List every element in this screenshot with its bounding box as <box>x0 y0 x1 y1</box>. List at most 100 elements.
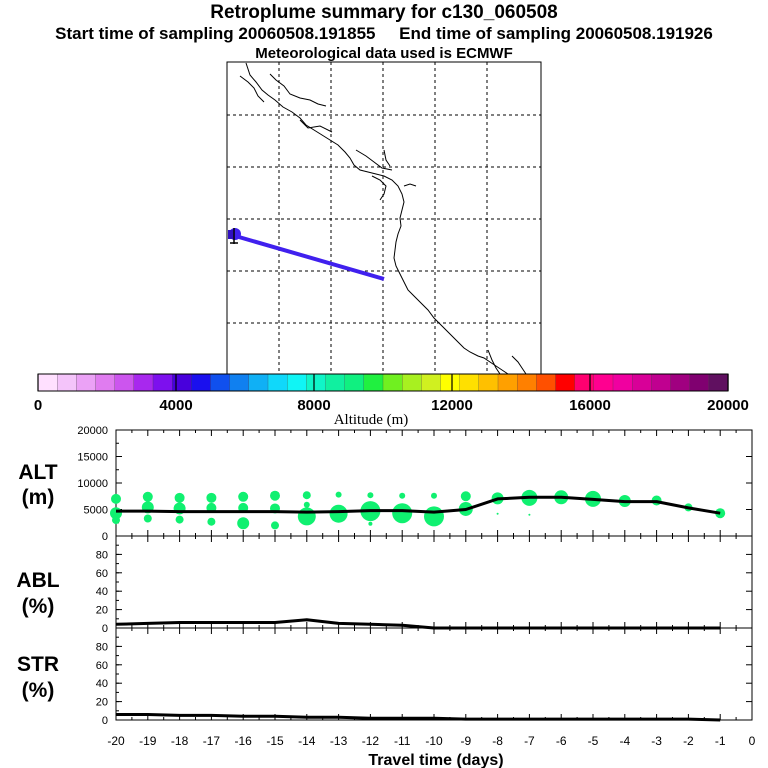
x-tick-label: -6 <box>556 734 567 748</box>
cluster-dot <box>238 491 249 502</box>
cluster-dot <box>111 493 121 504</box>
y-tick-label: 0 <box>102 531 108 543</box>
x-tick-label: -20 <box>107 734 125 748</box>
start-time-label: Start time of sampling 20060508.191855 <box>55 24 376 43</box>
colorbar-cell <box>306 373 327 392</box>
panel-label: ALT <box>18 461 57 484</box>
series-line <box>116 495 721 515</box>
colorbar: 0 4000 8000 12000 16000 20000 Altitude (m) <box>34 373 749 428</box>
y-tick-label: 0 <box>102 623 108 635</box>
colorbar-cell <box>363 373 384 392</box>
cluster-dot <box>431 492 437 499</box>
cluster-dot <box>207 517 216 526</box>
coastline <box>245 62 509 375</box>
colorbar-cell <box>593 373 614 392</box>
cluster-dot <box>237 517 250 530</box>
panel-abl: ABL (%) 0 20 40 60 80 <box>16 535 753 635</box>
colorbar-cell <box>555 373 576 392</box>
cluster-dot <box>715 508 726 519</box>
colorbar-cell <box>708 373 729 392</box>
cluster-dot <box>367 492 374 499</box>
panel-label: ABL <box>16 569 59 592</box>
colorbar-cell <box>114 373 135 392</box>
panel-unit-label: (m) <box>22 486 55 509</box>
colorbar-cell <box>37 373 58 392</box>
y-tick-label: 60 <box>96 568 108 580</box>
x-tick-label: -17 <box>203 734 221 748</box>
colorbar-cell <box>459 373 480 392</box>
colorbar-cell <box>229 373 250 392</box>
colorbar-cell <box>402 373 422 392</box>
y-tick-label: 20 <box>96 697 108 709</box>
colorbar-tick-label: 4000 <box>159 397 192 414</box>
cluster-dot <box>175 515 184 524</box>
colorbar-cell <box>248 373 269 392</box>
colorbar-cell <box>172 373 192 392</box>
cluster-dot <box>174 492 185 503</box>
cluster-dot <box>528 513 531 516</box>
colorbar-tick-label: 12000 <box>431 397 473 414</box>
colorbar-cell <box>382 373 403 392</box>
colorbar-cell <box>76 373 97 392</box>
map-frame <box>226 61 542 375</box>
cluster-dot <box>143 514 152 523</box>
y-tick-label: 40 <box>96 678 108 690</box>
colorbar-cell <box>152 373 173 392</box>
colorbar-cell <box>95 373 116 392</box>
x-tick-label: -3 <box>651 734 662 748</box>
colorbar-cells <box>37 373 729 392</box>
colorbar-cell <box>612 373 633 392</box>
x-tick-label: -4 <box>619 734 630 748</box>
coastline-south <box>487 349 527 375</box>
chart-title: Retroplume summary for c130_060508 <box>210 2 558 23</box>
cluster-dot <box>496 512 499 515</box>
x-tick-label: -15 <box>266 734 284 748</box>
x-tick-label: -19 <box>139 734 157 748</box>
colorbar-cell <box>191 373 212 392</box>
colorbar-cell <box>344 373 365 392</box>
time-series-panels: ALT(m) 0 5000 10000 15000 20000 ABL (%) 0 20 40 60 8… <box>16 425 755 768</box>
colorbar-cell <box>574 373 595 392</box>
y-tick-label: 15000 <box>77 452 108 464</box>
cluster-dot <box>329 504 348 523</box>
y-tick-label: 80 <box>96 641 108 653</box>
panel-frame <box>115 627 753 721</box>
cluster-dot <box>368 521 373 526</box>
cluster-dot <box>270 490 280 501</box>
map-track <box>228 228 385 281</box>
cluster-dot <box>460 491 471 502</box>
colorbar-cell <box>670 373 691 392</box>
map-grid <box>227 62 541 374</box>
x-tick-label: -9 <box>460 734 471 748</box>
colorbar-ticks: 0 4000 8000 12000 16000 20000 <box>34 374 749 414</box>
colorbar-tick-label: 20000 <box>707 397 749 414</box>
y-tick-label: 60 <box>96 660 108 672</box>
end-time-label: End time of sampling 20060508.191926 <box>399 24 713 43</box>
colorbar-cell <box>287 373 307 392</box>
y-tick-label: 80 <box>96 549 108 561</box>
y-tick-label: 5000 <box>84 505 108 517</box>
panel-unit-label: (%) <box>22 679 55 702</box>
colorbar-cell <box>536 373 557 392</box>
colorbar-cell <box>267 373 288 392</box>
retroplume-track <box>231 233 385 281</box>
cluster-dot <box>424 506 444 527</box>
cluster-dot <box>206 492 217 503</box>
x-tick-label: -14 <box>298 734 316 748</box>
colorbar-cell <box>689 373 710 392</box>
y-tick-label: 20000 <box>77 425 108 437</box>
cluster-dot <box>297 507 316 526</box>
colorbar-cell <box>325 373 346 392</box>
panel-alt: ALT(m) 0 5000 10000 15000 20000 <box>18 425 753 543</box>
panel-frame <box>115 535 753 629</box>
x-tick-label: -2 <box>683 734 694 748</box>
colorbar-cell <box>421 373 442 392</box>
x-tick-label: -10 <box>425 734 443 748</box>
cluster-dot <box>142 491 153 502</box>
cluster-dot <box>392 503 413 524</box>
coastline-inlet <box>239 73 417 201</box>
colorbar-cell <box>497 373 518 392</box>
series-line <box>116 713 721 722</box>
